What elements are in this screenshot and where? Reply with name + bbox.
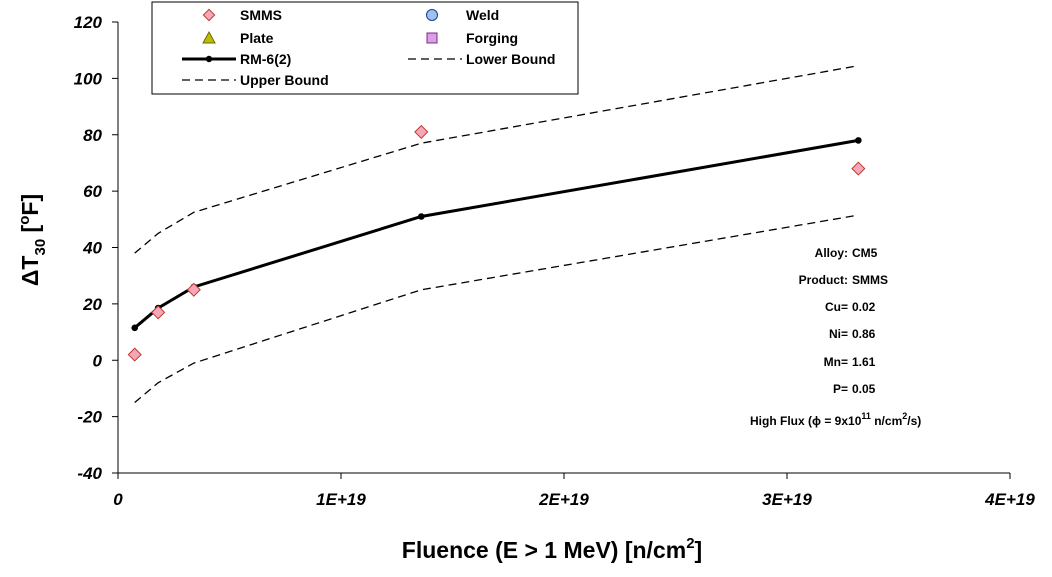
info-p-value: 0.05 xyxy=(852,382,876,396)
info-product-value: SMMS xyxy=(852,273,888,287)
info-mn-label: Mn= xyxy=(824,355,848,369)
info-ni-value: 0.86 xyxy=(852,327,876,341)
y-tick-label: 20 xyxy=(82,295,102,314)
alloy-info: Alloy: CM5 Product: SMMS Cu= 0.02 Ni= 0.… xyxy=(750,246,921,428)
x-tick-label: 2E+19 xyxy=(538,490,589,509)
legend-smms-label: SMMS xyxy=(240,7,282,23)
x-axis-title-sup: 2 xyxy=(686,535,694,552)
smms-point xyxy=(127,347,142,362)
legend-lower-label: Lower Bound xyxy=(466,51,555,67)
smms-point xyxy=(851,161,866,176)
x-axis-title-tail: ] xyxy=(695,537,703,563)
y-axis-title-deg: o xyxy=(16,216,33,225)
smms-point xyxy=(151,305,166,320)
info-alloy-value: CM5 xyxy=(852,246,878,260)
rm6-point xyxy=(855,137,862,144)
flux-note-sq: 2 xyxy=(902,411,907,421)
legend-weld-label: Weld xyxy=(466,7,499,23)
legend-weld-marker xyxy=(426,9,438,21)
upper-bound-line xyxy=(134,65,859,254)
legend: SMMS Weld Plate Forging RM-6(2) Lower Bo… xyxy=(151,1,579,95)
flux-note-unit: n/cm xyxy=(871,414,902,428)
smms-point xyxy=(414,124,429,140)
x-axis-title-main: Fluence (E > 1 MeV) [n/cm xyxy=(402,537,686,563)
y-axis-title-tail: F] xyxy=(17,194,43,216)
legend-rm6-label: RM-6(2) xyxy=(240,51,291,67)
y-tick-label: -40 xyxy=(77,464,102,483)
x-tick-label: 0 xyxy=(113,490,123,509)
axis-ticks: -40 -20 0 20 40 60 80 100 120 0 1E+19 2E+19 3E+19 4E+… xyxy=(74,13,1036,509)
rm6-point xyxy=(417,213,425,220)
y-axis-title-t: T xyxy=(17,256,43,270)
info-mn-value: 1.61 xyxy=(852,355,876,369)
legend-plate-marker xyxy=(202,30,216,44)
rm6-point xyxy=(131,324,139,332)
x-axis-title: Fluence (E > 1 MeV) [n/cm2] xyxy=(402,535,702,563)
info-cu-value: 0.02 xyxy=(852,300,876,314)
series-layer xyxy=(127,65,866,403)
flux-phi-symbol: ϕ xyxy=(812,414,821,428)
legend-forging-marker xyxy=(426,32,438,44)
y-tick-label: 80 xyxy=(83,126,102,145)
legend-rm6-dot xyxy=(205,55,213,63)
y-tick-label: 100 xyxy=(74,69,103,88)
legend-box xyxy=(151,1,579,95)
smms-point xyxy=(186,282,201,297)
x-tick-label: 1E+19 xyxy=(316,490,366,509)
info-alloy-label: Alloy: xyxy=(815,246,848,260)
x-tick-label: 4E+19 xyxy=(984,490,1035,509)
legend-smms-marker xyxy=(202,8,216,22)
info-product-label: Product: xyxy=(799,273,848,287)
legend-upper-label: Upper Bound xyxy=(240,72,329,88)
y-axis-title-mid: [ xyxy=(17,224,43,238)
y-axis-title-sub: 30 xyxy=(32,239,49,256)
y-tick-label: 120 xyxy=(74,13,103,32)
y-axis-title-delta: Δ xyxy=(17,270,43,287)
y-tick-label: -20 xyxy=(77,408,102,427)
flux-note-tail: /s) xyxy=(907,414,921,428)
flux-note-eq: = 9x10 xyxy=(821,414,862,428)
y-tick-label: 60 xyxy=(83,182,102,201)
y-tick-label: 0 xyxy=(93,351,103,370)
x-tick-label: 3E+19 xyxy=(762,490,812,509)
legend-forging-label: Forging xyxy=(466,30,518,46)
legend-plate-label: Plate xyxy=(240,30,274,46)
flux-note: High Flux (ϕ = 9x1011 n/cm2/s) xyxy=(750,411,921,428)
flux-note-exp: 11 xyxy=(861,411,871,421)
info-p-label: P= xyxy=(833,382,848,396)
info-cu-label: Cu= xyxy=(825,300,848,314)
info-ni-label: Ni= xyxy=(829,327,848,341)
flux-note-lead: High Flux ( xyxy=(750,414,812,428)
y-axis-title: ΔT30 [oF] xyxy=(16,194,49,286)
lower-bound-line xyxy=(134,214,859,403)
y-tick-label: 40 xyxy=(82,239,102,258)
